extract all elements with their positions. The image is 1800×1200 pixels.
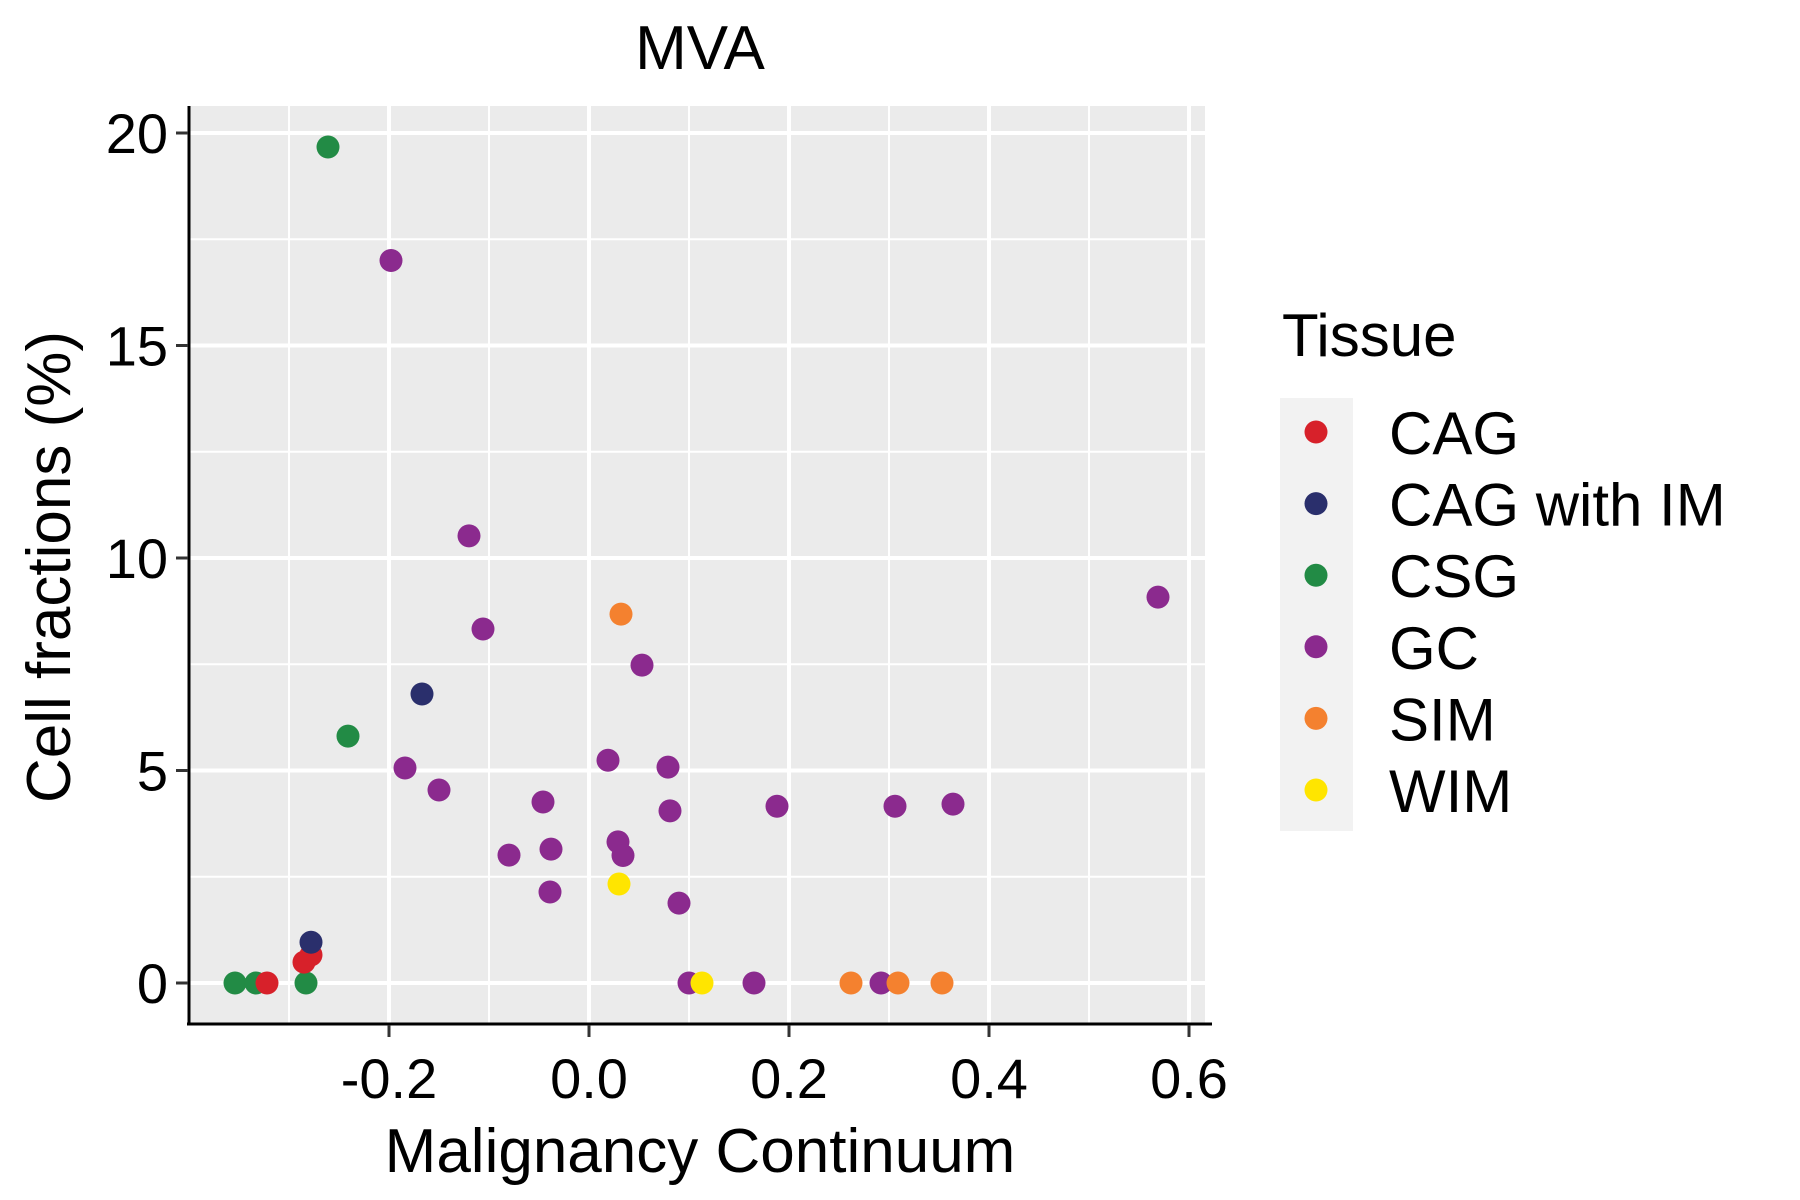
point-gc — [630, 653, 654, 677]
plot-panel — [188, 106, 1205, 1024]
point-wim — [607, 872, 631, 896]
point-gc — [611, 844, 635, 867]
legend-item-csg: CSG — [1304, 543, 1519, 610]
legend-key-background — [1280, 398, 1353, 831]
point-gc — [765, 794, 789, 818]
point-gc — [656, 755, 680, 779]
legend-item-cag-with-im: CAG with IM — [1304, 472, 1726, 539]
x-tick-label: 0.4 — [950, 1047, 1028, 1110]
legend-title: Tissue — [1282, 302, 1457, 369]
minor-gridlines — [188, 106, 1205, 1024]
chart-title: MVA — [635, 14, 765, 83]
y-tick-label: 15 — [106, 315, 168, 378]
point-cag-with-im — [299, 930, 323, 954]
legend-label: CSG — [1389, 543, 1519, 610]
point-csg — [316, 135, 340, 159]
point-gc — [883, 794, 907, 818]
point-sim — [839, 971, 863, 995]
point-csg — [223, 971, 247, 995]
point-gc — [667, 891, 691, 915]
y-tick-label: 20 — [106, 102, 168, 165]
point-gc — [742, 971, 766, 995]
legend-label: WIM — [1389, 758, 1512, 825]
x-axis-ticks: -0.2 0.0 0.2 0.4 0.6 — [341, 1025, 1228, 1110]
x-tick-label: -0.2 — [341, 1047, 438, 1110]
legend-label: GC — [1389, 615, 1479, 682]
point-gc — [538, 880, 562, 904]
point-sim — [886, 971, 910, 995]
point-gc — [379, 249, 403, 272]
legend-marker — [1304, 563, 1328, 587]
data-points — [223, 135, 1170, 995]
y-axis-title: Cell fractions (%) — [15, 331, 84, 803]
point-gc — [596, 748, 620, 772]
point-gc — [941, 792, 965, 816]
legend-item-cag: CAG — [1304, 400, 1519, 467]
y-tick-label: 0 — [137, 952, 168, 1015]
point-gc — [539, 837, 563, 861]
legend-item-sim: SIM — [1304, 686, 1496, 753]
legend-marker — [1304, 635, 1328, 659]
legend-marker — [1304, 778, 1328, 802]
legend-marker — [1304, 420, 1328, 444]
x-tick-label: 0.2 — [750, 1047, 828, 1110]
point-gc — [471, 617, 495, 641]
point-gc — [427, 778, 451, 802]
y-tick-label: 10 — [106, 527, 168, 590]
legend-marker — [1304, 492, 1328, 516]
legend-marker — [1304, 706, 1328, 730]
y-axis-ticks: 0 5 10 15 20 — [106, 102, 188, 1015]
point-sim — [609, 602, 633, 626]
point-wim — [690, 971, 714, 995]
y-tick-label: 5 — [137, 740, 168, 803]
legend-item-gc: GC — [1304, 615, 1479, 682]
legend-label: CAG — [1389, 400, 1519, 467]
point-gc — [1146, 585, 1170, 609]
point-gc — [658, 799, 682, 823]
legend-label: SIM — [1389, 686, 1496, 753]
point-gc — [457, 524, 481, 548]
axes — [187, 106, 1212, 1026]
point-gc — [869, 971, 893, 995]
point-cag — [255, 971, 279, 995]
point-csg — [294, 971, 318, 995]
point-sim — [930, 971, 954, 995]
legend-label: CAG with IM — [1389, 472, 1726, 539]
point-csg — [336, 724, 360, 748]
point-gc — [531, 790, 555, 814]
point-gc — [497, 843, 521, 867]
legend-item-wim: WIM — [1304, 758, 1512, 825]
x-axis-title: Malignancy Continuum — [385, 1117, 1016, 1186]
x-tick-label: 0.0 — [550, 1047, 628, 1110]
point-cag-with-im — [410, 682, 434, 706]
point-gc — [393, 756, 417, 780]
x-tick-label: 0.6 — [1150, 1047, 1228, 1110]
